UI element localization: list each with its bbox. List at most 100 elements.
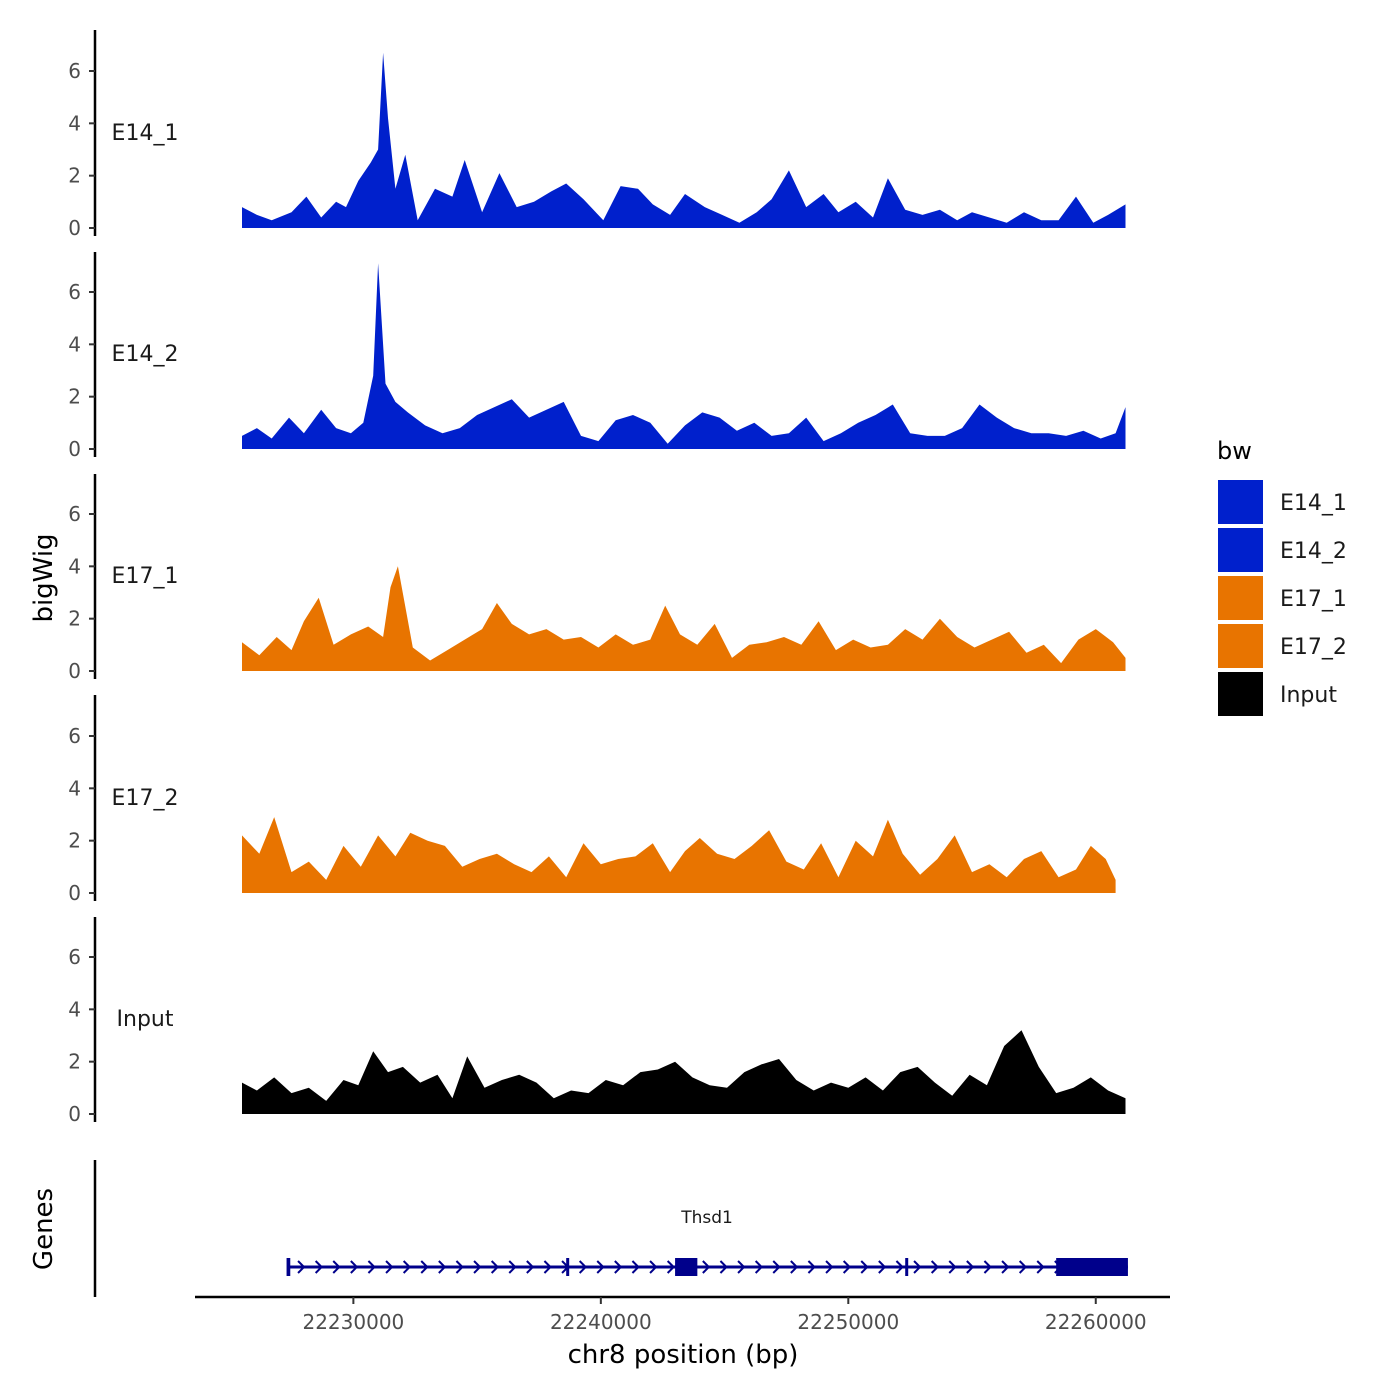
y-tick-label: 4 — [68, 332, 81, 356]
y-tick-label: 2 — [68, 385, 81, 409]
track-e14-2: 0 2 4 6 E14_2 — [68, 252, 1126, 461]
gene-strand-chevron — [614, 1260, 623, 1274]
track-label: E17_1 — [112, 564, 179, 589]
legend-title: bw — [1217, 437, 1252, 465]
gene-strand-chevron — [895, 1260, 904, 1274]
track-label: E17_2 — [112, 786, 179, 811]
legend-swatch — [1218, 624, 1263, 668]
gene-strand-chevron — [1018, 1260, 1028, 1274]
y-tick-label: 2 — [68, 164, 81, 188]
gene-strand-chevron — [772, 1260, 781, 1274]
y-tick-label: 6 — [68, 502, 81, 526]
gene-strand-chevron — [367, 1260, 376, 1274]
y-axis-title: bigWig — [29, 533, 59, 622]
y-tick-label: 0 — [68, 881, 81, 905]
area-e14-2 — [242, 263, 1126, 449]
gene-strand-chevron — [578, 1260, 588, 1274]
y-tick-label: 2 — [68, 829, 81, 853]
track-e17-1: 0 2 4 6 E17_1 — [68, 474, 1126, 683]
gene-strand-chevron — [490, 1260, 500, 1274]
y-tick-label: 4 — [68, 554, 81, 578]
gene-exon-tick — [566, 1258, 570, 1276]
track-label: Input — [117, 1007, 174, 1032]
track-input: 0 2 4 6 Input — [68, 917, 1126, 1126]
y-tick-label: 6 — [68, 945, 81, 969]
legend-label: Input — [1280, 683, 1337, 708]
gene-strand-chevron — [420, 1260, 429, 1274]
gene-strand-chevron — [596, 1260, 605, 1274]
x-tick-label: 22250000 — [797, 1310, 899, 1334]
gene-strand-chevron — [983, 1260, 992, 1274]
gene-strand-chevron — [473, 1260, 482, 1274]
gene-strand-chevron — [631, 1260, 640, 1274]
gene-strand-chevron — [719, 1260, 728, 1274]
area-e17-1 — [242, 566, 1126, 671]
gene-strand-chevron — [1001, 1260, 1010, 1274]
gene-strand-chevron — [913, 1260, 922, 1274]
legend-label: E17_2 — [1280, 635, 1347, 660]
gene-strand-chevron — [825, 1260, 834, 1274]
track-e17-2: 0 2 4 6 E17_2 — [68, 695, 1116, 905]
y-tick-label: 4 — [68, 997, 81, 1021]
gene-strand-chevron — [297, 1260, 306, 1274]
y-tick-label: 0 — [68, 216, 81, 240]
legend-swatch — [1218, 480, 1263, 524]
x-tick-label: 22240000 — [550, 1310, 652, 1334]
y-tick-label: 2 — [68, 607, 81, 631]
gene-strand-chevron — [807, 1260, 816, 1274]
gene-strand-chevron — [350, 1260, 359, 1274]
gene-strand-chevron — [860, 1260, 869, 1274]
x-tick-label: 22260000 — [1045, 1310, 1147, 1334]
area-input — [242, 1030, 1126, 1114]
gene-strand-chevron — [385, 1260, 394, 1274]
legend-label: E14_2 — [1280, 539, 1347, 564]
legend-label: E14_1 — [1280, 491, 1347, 516]
track-label: E14_1 — [112, 121, 179, 146]
gene-strand-chevron — [666, 1260, 676, 1274]
y-tick-label: 6 — [68, 280, 81, 304]
gene-strand-chevron — [878, 1260, 887, 1274]
gene-strand-chevron — [438, 1260, 447, 1274]
x-axis-title: chr8 position (bp) — [568, 1340, 799, 1370]
genes-track: Genes Thsd1 — [29, 1160, 1128, 1297]
track-e14-1: 0 2 4 6 E14_1 — [68, 30, 1126, 240]
x-axis: 22230000 22240000 22250000 22260000 — [195, 1295, 1170, 1334]
area-e17-2 — [242, 817, 1116, 893]
gene-strand-chevron — [314, 1260, 324, 1274]
gene-strand-chevron — [526, 1260, 535, 1274]
gene-exon — [675, 1258, 698, 1276]
gene-name-label: Thsd1 — [680, 1208, 733, 1228]
gene-strand-chevron — [966, 1260, 975, 1274]
gene-exon-tick — [286, 1258, 291, 1276]
track-label: E14_2 — [112, 342, 179, 367]
y-tick-label: 6 — [68, 59, 81, 83]
gene-strand-chevron — [948, 1260, 957, 1274]
gene-strand-chevron — [508, 1260, 517, 1274]
gene-strand-chevron — [754, 1260, 764, 1274]
x-tick-label: 22230000 — [302, 1310, 404, 1334]
gene-strand-chevron — [702, 1260, 711, 1274]
y-tick-label: 4 — [68, 111, 81, 135]
gene-strand-chevron — [649, 1260, 658, 1274]
gene-strand-chevron — [1036, 1260, 1045, 1274]
legend-label: E17_1 — [1280, 587, 1347, 612]
gene-strand-chevron — [402, 1260, 412, 1274]
gene-strand-chevron — [737, 1260, 746, 1274]
y-tick-label: 0 — [68, 437, 81, 461]
legend-swatch — [1218, 528, 1263, 572]
y-tick-label: 2 — [68, 1050, 81, 1074]
legend-swatch — [1218, 672, 1263, 716]
gene-strand-chevron — [790, 1260, 799, 1274]
gene-strand-chevron — [930, 1260, 940, 1274]
y-tick-label: 0 — [68, 659, 81, 683]
legend-swatch — [1218, 576, 1263, 620]
gene-exon — [1056, 1258, 1128, 1276]
gene-exon-tick — [905, 1258, 909, 1276]
y-tick-label: 0 — [68, 1102, 81, 1126]
y-tick-label: 6 — [68, 724, 81, 748]
signal-tracks: 0 2 4 6 E14_1 0 2 4 6 E14_2 0 2 4 6 E17_1 0 2 4 6 E17_2 0 2 4 6… — [68, 30, 1126, 1126]
legend: bw E14_1 E14_2 E17_1 E17_2 Input — [1217, 437, 1347, 716]
y-tick-label: 4 — [68, 776, 81, 800]
gene-strand-chevron — [455, 1260, 464, 1274]
gene-strand-chevron — [543, 1260, 552, 1274]
